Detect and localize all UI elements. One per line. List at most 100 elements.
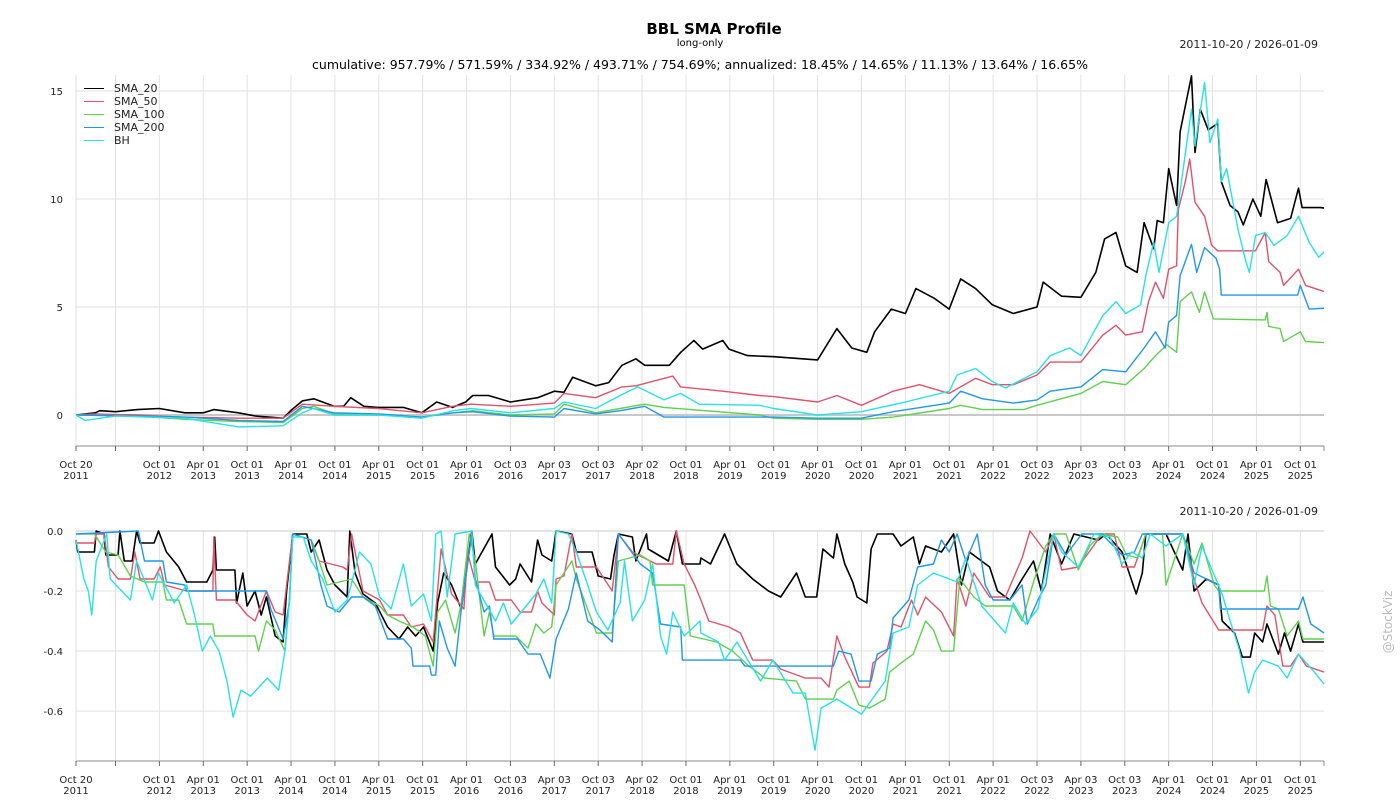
x-tick-label: 2025 [1244, 786, 1269, 797]
series-line-sma20 [75, 75, 1325, 419]
x-tick-label: Apr 01 [713, 460, 746, 471]
x-tick-label: 2014 [278, 471, 303, 482]
y-tick-label: -0.2 [43, 587, 63, 598]
x-tick-label: Apr 01 [713, 775, 746, 786]
x-tick-label: Oct 01 [933, 775, 966, 786]
x-tick-label: 2019 [717, 786, 742, 797]
x-tick-label: Oct 01 [1196, 775, 1229, 786]
x-tick-label: Apr 01 [1240, 460, 1273, 471]
chart-title: BBL SMA Profile [646, 20, 782, 38]
x-tick-label: 2021 [937, 786, 962, 797]
x-tick-label: Oct 01 [669, 775, 702, 786]
y-tick-label: 10 [50, 195, 63, 206]
y-tick-label: 0 [57, 411, 63, 422]
y-tick-label: 5 [57, 303, 63, 314]
chart-subtitle: long-only [676, 38, 724, 49]
series-line-sma200 [75, 243, 1325, 423]
legend-label: SMA_100 [114, 108, 165, 121]
x-tick-label: 2015 [366, 471, 391, 482]
x-tick-label: Oct 03 [1108, 775, 1141, 786]
x-tick-label: 2013 [191, 786, 216, 797]
series-line-bh [75, 81, 1325, 428]
x-tick-label: Oct 20 [59, 775, 92, 786]
x-tick-label: Oct 01 [757, 775, 790, 786]
x-tick-label: Apr 03 [1064, 775, 1097, 786]
legend: SMA_20 SMA_50 SMA_100 SMA_200 BH [84, 82, 165, 147]
x-tick-label: Oct 01 [1284, 460, 1317, 471]
x-tick-label: 2020 [805, 471, 830, 482]
x-tick-label: 2011 [63, 786, 88, 797]
x-tick-label: 2017 [542, 471, 567, 482]
series-line-sma200 [75, 530, 1325, 682]
x-tick-label: 2018 [629, 786, 654, 797]
x-tick-label: 2015 [410, 471, 435, 482]
x-tick-label: 2015 [366, 786, 391, 797]
x-tick-label: 2012 [147, 786, 172, 797]
x-tick-label: 2024 [1156, 471, 1181, 482]
x-tick-label: Apr 01 [450, 460, 483, 471]
x-tick-label: 2014 [322, 471, 347, 482]
x-tick-label: 2023 [1112, 471, 1137, 482]
x-tick-label: Oct 01 [143, 775, 176, 786]
legend-swatch [84, 127, 104, 128]
x-tick-label: Apr 01 [187, 460, 220, 471]
legend-swatch [84, 140, 104, 141]
x-tick-label: 2017 [542, 786, 567, 797]
x-tick-label: 2024 [1156, 786, 1181, 797]
x-tick-label: Oct 01 [1284, 775, 1317, 786]
x-tick-label: Oct 01 [318, 775, 351, 786]
x-tick-label: Apr 02 [625, 460, 658, 471]
date-range-top: 2011-10-20 / 2026-01-09 [1179, 38, 1318, 51]
x-tick-label: Apr 01 [274, 775, 307, 786]
x-tick-label: Oct 03 [1108, 460, 1141, 471]
x-tick-label: Oct 01 [231, 460, 264, 471]
legend-item-sma20: SMA_20 [84, 82, 165, 95]
legend-swatch [84, 101, 104, 102]
x-tick-label: 2015 [410, 786, 435, 797]
series-line-sma20 [75, 530, 1324, 658]
watermark: @StockViz [1381, 590, 1395, 654]
x-tick-label: 2023 [1068, 786, 1093, 797]
x-tick-label: Apr 01 [362, 460, 395, 471]
legend-item-bh: BH [84, 134, 165, 147]
x-tick-label: 2013 [234, 471, 259, 482]
y-tick-label: -0.6 [43, 707, 63, 718]
x-tick-label: Apr 01 [450, 775, 483, 786]
x-tick-label: Oct 03 [494, 775, 527, 786]
series-line-bh [75, 530, 1325, 751]
x-tick-label: 2020 [849, 471, 874, 482]
x-tick-label: 2019 [717, 471, 742, 482]
x-tick-label: 2023 [1068, 471, 1093, 482]
x-tick-label: Oct 01 [318, 460, 351, 471]
series-line-sma50 [75, 158, 1325, 419]
x-tick-label: Apr 01 [889, 775, 922, 786]
x-tick-label: 2018 [629, 471, 654, 482]
x-tick-label: 2018 [673, 471, 698, 482]
x-tick-label: 2014 [322, 786, 347, 797]
x-tick-label: 2019 [761, 471, 786, 482]
x-tick-label: 2020 [849, 786, 874, 797]
x-tick-label: Apr 01 [801, 460, 834, 471]
legend-label: BH [114, 134, 130, 147]
x-tick-label: 2022 [1024, 471, 1049, 482]
x-tick-label: 2024 [1200, 786, 1225, 797]
x-tick-label: Oct 01 [1196, 460, 1229, 471]
x-tick-label: 2013 [191, 471, 216, 482]
x-tick-label: 2021 [893, 471, 918, 482]
x-tick-label: 2016 [498, 786, 523, 797]
x-tick-label: Oct 01 [933, 460, 966, 471]
legend-swatch [84, 88, 104, 89]
x-tick-label: Oct 01 [669, 460, 702, 471]
x-tick-label: Apr 03 [1064, 460, 1097, 471]
x-tick-label: 2021 [937, 471, 962, 482]
x-tick-label: Apr 03 [538, 775, 571, 786]
x-tick-label: 2017 [585, 786, 610, 797]
x-tick-label: Oct 01 [845, 460, 878, 471]
x-tick-label: Oct 01 [231, 775, 264, 786]
x-tick-label: 2025 [1288, 786, 1313, 797]
x-tick-label: 2016 [498, 471, 523, 482]
x-tick-label: Oct 01 [845, 775, 878, 786]
x-tick-label: Oct 01 [406, 775, 439, 786]
x-tick-label: Oct 03 [1020, 775, 1053, 786]
legend-label: SMA_50 [114, 95, 158, 108]
